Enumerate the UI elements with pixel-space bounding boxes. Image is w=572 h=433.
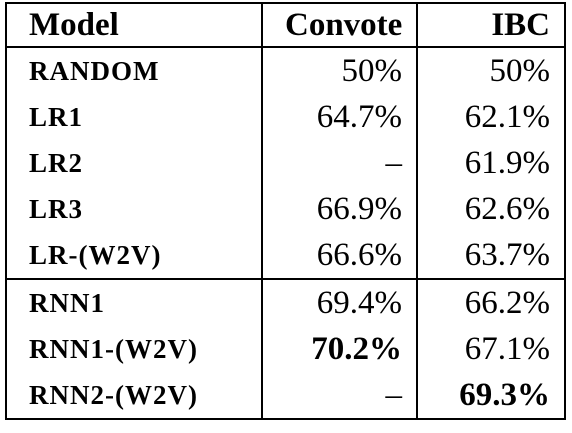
results-table: Model Convote IBC RANDOM 50% 50% LR1 64.7% 62.1… <box>5 2 566 420</box>
model-name: RNN1-(W2V) <box>29 334 198 364</box>
score-cell: 66.6% <box>261 232 418 279</box>
table-row: RANDOM 50% 50% <box>6 47 565 94</box>
header-cell: Convote <box>261 3 418 48</box>
model-name: RNN1 <box>6 278 262 326</box>
model-name: RANDOM <box>29 56 160 86</box>
table-row: LR-(W2V) 66.6% 63.7% <box>6 232 565 279</box>
header-cell: IBC <box>417 3 565 48</box>
table-row: RNN1 69.4% 66.2% <box>6 278 565 326</box>
table-row: RNN2-(W2V) – 69.3% <box>6 372 565 419</box>
table-row: LR3 66.9% 62.6% <box>6 186 565 232</box>
header-row: Model Convote IBC <box>6 3 565 48</box>
score-cell: – <box>261 140 418 186</box>
model-name: RNN2-(W2V) <box>29 380 198 410</box>
score-cell: 63.7% <box>464 237 550 273</box>
header-cell: Model <box>6 3 262 48</box>
score-cell: 64.7% <box>261 94 418 140</box>
score-cell: 67.1% <box>464 331 550 367</box>
model-name: LR-(W2V) <box>29 240 162 270</box>
score-cell: 66.2% <box>417 278 565 326</box>
model-name: LR3 <box>29 194 84 224</box>
score-cell: 62.1% <box>464 99 550 135</box>
table-row: LR2 – 61.9% <box>6 140 565 186</box>
score-cell: – <box>261 372 418 419</box>
score-cell: 62.6% <box>464 191 550 227</box>
score-cell: 50% <box>489 53 551 89</box>
model-name: LR2 <box>29 148 84 178</box>
score-cell: 50% <box>261 47 418 94</box>
score-cell: 69.3% <box>459 377 550 413</box>
score-cell: 70.2% <box>261 326 418 372</box>
table-row: RNN1-(W2V) 70.2% 67.1% <box>6 326 565 372</box>
score-cell: 69.4% <box>261 278 418 326</box>
table-row: LR1 64.7% 62.1% <box>6 94 565 140</box>
score-cell: 66.9% <box>261 186 418 232</box>
model-name: LR1 <box>29 102 84 132</box>
score-cell: 61.9% <box>464 145 550 181</box>
